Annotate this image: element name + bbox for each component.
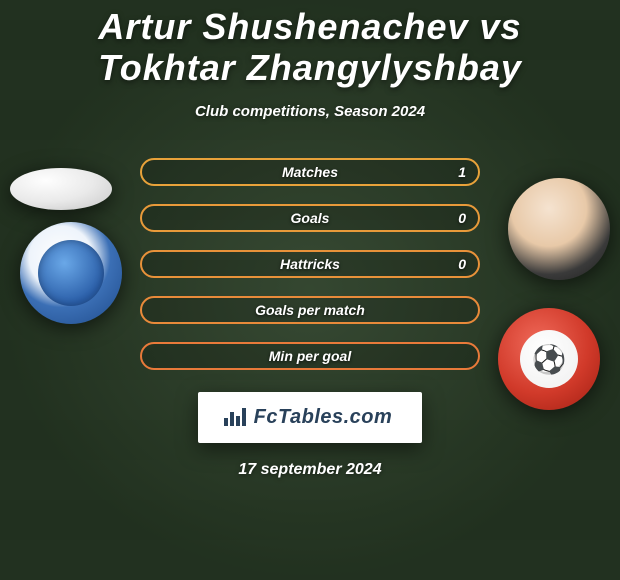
club-left-inner bbox=[38, 240, 104, 306]
stat-label: Matches bbox=[282, 164, 338, 180]
stat-row: Goals 0 bbox=[140, 204, 480, 232]
subtitle: Club competitions, Season 2024 bbox=[195, 103, 425, 120]
stat-right-value: 0 bbox=[458, 210, 466, 226]
stats-list: Matches 1 Goals 0 Hattricks 0 Goals per match M… bbox=[140, 158, 480, 370]
brand-badge: FcTables.com bbox=[198, 392, 423, 443]
brand-text: FcTables.com bbox=[254, 406, 393, 429]
club-right-inner: ⚽ bbox=[520, 330, 578, 388]
stat-right-value: 0 bbox=[458, 256, 466, 272]
stat-row: Matches 1 bbox=[140, 158, 480, 186]
club-left-badge bbox=[20, 222, 122, 324]
stat-label: Hattricks bbox=[280, 256, 340, 272]
stat-row: Hattricks 0 bbox=[140, 250, 480, 278]
date-text: 17 september 2024 bbox=[238, 461, 381, 479]
bar-chart-icon bbox=[224, 408, 246, 426]
stat-label: Goals per match bbox=[255, 302, 365, 318]
stat-row: Goals per match bbox=[140, 296, 480, 324]
player-right-avatar bbox=[508, 178, 610, 280]
stat-row: Min per goal bbox=[140, 342, 480, 370]
stat-right-value: 1 bbox=[458, 164, 466, 180]
player-left-avatar bbox=[10, 168, 112, 210]
club-right-badge: ⚽ bbox=[498, 308, 600, 410]
page-title: Artur Shushenachev vs Tokhtar Zhangylysh… bbox=[0, 6, 620, 89]
stat-label: Goals bbox=[291, 210, 330, 226]
soccer-ball-icon: ⚽ bbox=[532, 343, 567, 376]
stat-label: Min per goal bbox=[269, 348, 351, 364]
